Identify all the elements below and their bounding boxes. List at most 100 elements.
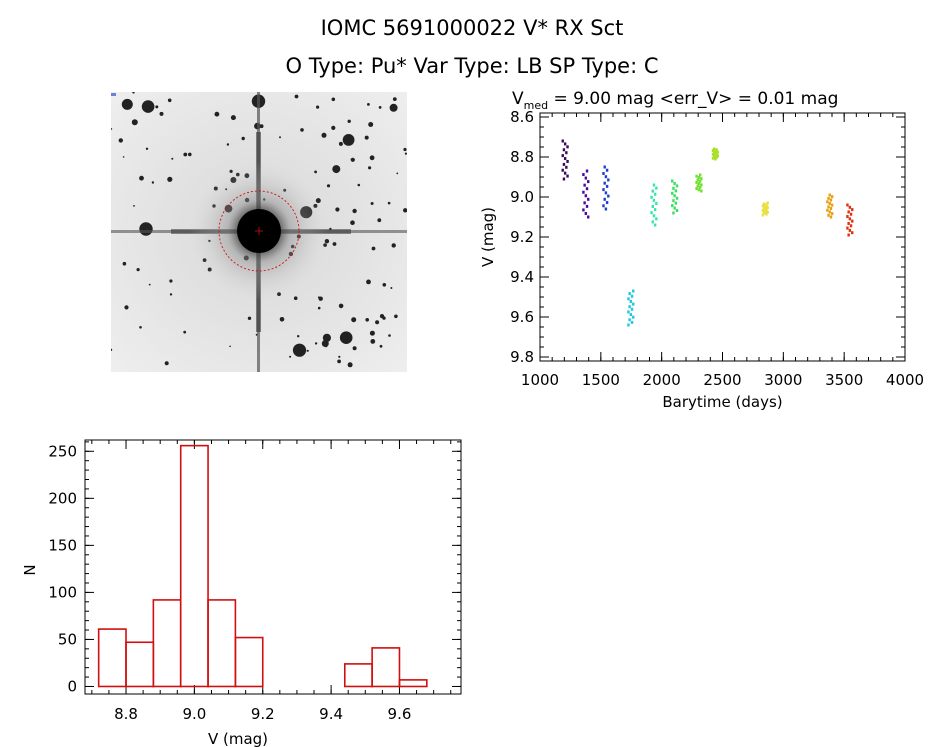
data-point [673,206,676,210]
data-point [671,204,674,208]
data-point [829,215,833,219]
y-tick-label: 9.6 [510,308,534,326]
star-dot [370,202,374,205]
data-point [627,310,630,314]
data-point [847,233,850,237]
data-point [651,189,654,193]
data-point [830,212,834,216]
star-dot [337,359,341,364]
data-point [561,168,564,172]
data-point [584,211,588,215]
data-point [605,168,609,172]
star-dot [352,346,357,351]
data-point [674,189,678,193]
data-point [604,175,608,179]
data-point [828,210,831,214]
histogram-bar [179,444,209,688]
data-point [602,188,605,192]
data-point [849,212,853,216]
data-point [700,177,703,181]
data-point [605,201,609,205]
data-point [715,152,718,156]
data-point [602,204,605,208]
data-point [696,184,699,188]
data-point [848,228,852,232]
data-point [826,200,829,204]
y-tick-label: 9.4 [510,268,534,286]
data-point [713,155,716,159]
data-point [651,205,654,209]
data-point [846,215,849,219]
data-point [672,211,675,215]
data-point [848,217,852,221]
data-point [761,204,765,208]
star-dot [317,296,320,299]
star-dot [368,166,372,170]
data-point [696,178,699,182]
data-point [583,183,586,187]
data-point [714,157,717,161]
data-point [672,186,675,190]
histogram-bar [343,663,373,688]
data-point [628,318,631,322]
data-point [695,187,698,191]
star-dot [379,314,385,319]
data-point [632,289,635,293]
star-dot [368,122,374,127]
star-dot [188,152,192,157]
data-point [766,206,769,210]
data-point [847,210,850,214]
data-point [562,177,566,181]
star-dot [171,157,174,160]
data-point [563,157,567,161]
star-dot [335,207,340,212]
star-dot [214,111,220,117]
star-dot [247,316,252,320]
data-point [713,151,716,155]
data-point [698,173,702,177]
data-point [650,211,653,215]
star-dot [183,330,187,334]
star-dot [314,342,318,345]
star-dot [388,334,391,337]
data-point [700,183,703,187]
star-dot [389,103,398,112]
star-dot [338,141,343,146]
data-point [628,305,631,309]
star-dot [121,98,133,110]
y-tick-label: 9.8 [510,348,534,366]
y-tick-label: 250 [48,442,77,460]
chart-subtitle: O Type: Pu* Var Type: LB SP Type: C [285,54,659,78]
star-dot [164,361,169,366]
data-point [697,182,701,186]
data-point [761,208,765,212]
star-dot [292,343,307,357]
star-dot [131,119,138,126]
star-dot [394,314,398,319]
data-point [715,155,718,159]
data-point [563,142,567,146]
star-dot [289,355,292,358]
star-dot [136,268,140,272]
star-dot [241,136,245,141]
data-point [629,299,633,303]
histogram-bar [125,641,155,688]
data-point [764,205,767,209]
data-point [827,196,830,200]
data-point [652,183,656,187]
star-dot [392,97,397,101]
data-point [565,165,568,169]
data-point [826,208,829,212]
data-point [602,171,605,175]
star-dot [339,331,353,344]
star-dot [169,293,173,296]
star-dot [403,208,407,213]
y-tick-label: 200 [48,489,77,507]
y-tick-label: 0 [67,677,77,695]
data-point [655,201,658,205]
star-dot [279,136,281,139]
data-point [582,208,585,212]
data-point [561,139,564,143]
star-dot [403,147,407,152]
data-point [675,184,679,188]
